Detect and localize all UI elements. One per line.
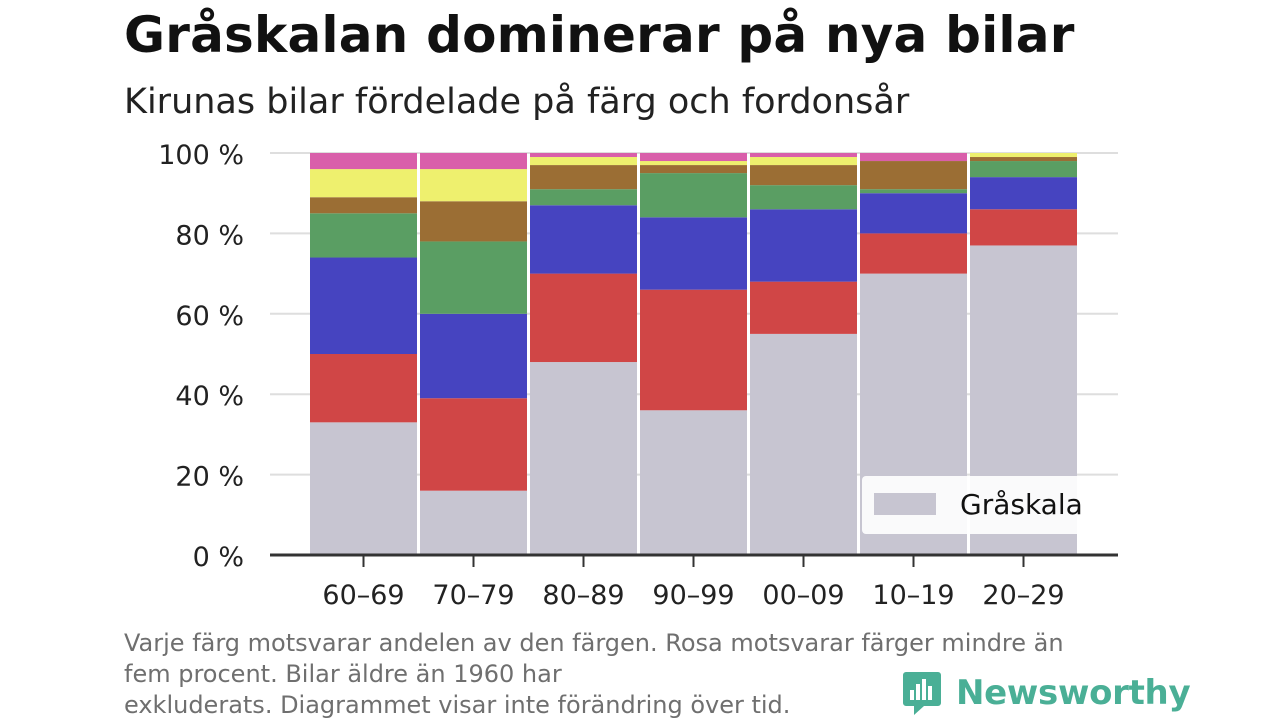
bar-segment — [530, 205, 637, 274]
bar-segment — [310, 354, 417, 423]
bar-segment — [530, 153, 637, 158]
bar-segment — [530, 157, 637, 166]
bar-segment — [310, 153, 417, 170]
newsworthy-logo-icon — [903, 672, 941, 715]
bar-segment — [860, 233, 967, 274]
bar-segment — [860, 189, 967, 194]
bar-segment — [420, 313, 527, 399]
bar-segment — [530, 165, 637, 190]
bar-segment — [640, 161, 747, 166]
x-tick-label: 10–19 — [872, 580, 954, 611]
bar-segment — [860, 161, 967, 190]
bar-segment — [420, 490, 527, 555]
footnote-line-3: exkluderats. Diagrammet visar inte förän… — [124, 691, 791, 719]
bar-segment — [860, 193, 967, 234]
bar-segment — [310, 422, 417, 555]
bars — [310, 153, 1077, 555]
footnote-line-2: fem procent. Bilar äldre än 1960 har — [124, 660, 562, 688]
bar-segment — [420, 241, 527, 314]
y-tick-label: 100 % — [158, 140, 244, 171]
bar-segment — [750, 185, 857, 210]
brand-logo: Newsworthy — [902, 670, 1191, 716]
axes: 0 % 20 % 40 % 60 % 80 % 100 % 60–69 70–79 80–89 9… — [158, 140, 1118, 611]
brand-name: Newsworthy — [956, 673, 1191, 713]
bar-segment — [640, 410, 747, 555]
bar-segment — [640, 173, 747, 218]
bar-segment — [750, 165, 857, 186]
bar-segment — [530, 362, 637, 555]
legend-box — [862, 476, 1090, 534]
bar-segment — [310, 213, 417, 258]
legend-swatch — [874, 493, 936, 515]
x-tick-label: 80–89 — [542, 580, 624, 611]
bar-segment — [970, 161, 1077, 178]
bar-segment — [310, 169, 417, 198]
y-tick-label: 80 % — [175, 220, 244, 251]
bar-segment — [640, 217, 747, 290]
stacked-bar-chart: 0 % 20 % 40 % 60 % 80 % 100 % 60–69 70–79 80–89 9… — [158, 140, 1118, 611]
bar-segment — [420, 153, 527, 170]
chart-subtitle: Kirunas bilar fördelade på färg och ford… — [124, 82, 910, 122]
bar-segment — [530, 273, 637, 363]
bar-segment — [970, 209, 1077, 246]
chart-title: Gråskalan dominerar på nya bilar — [124, 6, 1075, 64]
y-tick-label: 0 % — [193, 542, 244, 573]
bar-segment — [750, 153, 857, 158]
bar-segment — [640, 289, 747, 411]
bar-segment — [420, 398, 527, 491]
y-tick-label: 40 % — [175, 381, 244, 412]
bar-segment — [420, 169, 527, 202]
bar-segment — [310, 257, 417, 354]
y-tick-label: 60 % — [175, 301, 244, 332]
bar-segment — [420, 201, 527, 242]
bar-segment — [750, 157, 857, 166]
legend-label: Gråskala — [960, 488, 1083, 521]
y-tick-label: 20 % — [175, 462, 244, 493]
bar-segment — [640, 153, 747, 162]
bar-segment — [310, 197, 417, 214]
footnote-line-1: Varje färg motsvarar andelen av den färg… — [124, 629, 1064, 657]
x-tick-label: 00–09 — [762, 580, 844, 611]
x-tick-label: 70–79 — [432, 580, 514, 611]
bar-segment — [640, 165, 747, 174]
x-tick-label: 20–29 — [982, 580, 1064, 611]
bar-segment — [970, 157, 1077, 162]
bar-segment — [970, 153, 1077, 158]
bar-segment — [750, 281, 857, 334]
footnote: Varje färg motsvarar andelen av den färg… — [124, 628, 1134, 721]
x-tick-label: 60–69 — [322, 580, 404, 611]
bar-segment — [530, 189, 637, 206]
legend: Gråskala — [862, 476, 1090, 534]
bar-segment — [750, 333, 857, 555]
x-tick-label: 90–99 — [652, 580, 734, 611]
bar-segment — [750, 209, 857, 282]
bar-segment — [970, 177, 1077, 210]
bar-segment — [860, 153, 967, 162]
